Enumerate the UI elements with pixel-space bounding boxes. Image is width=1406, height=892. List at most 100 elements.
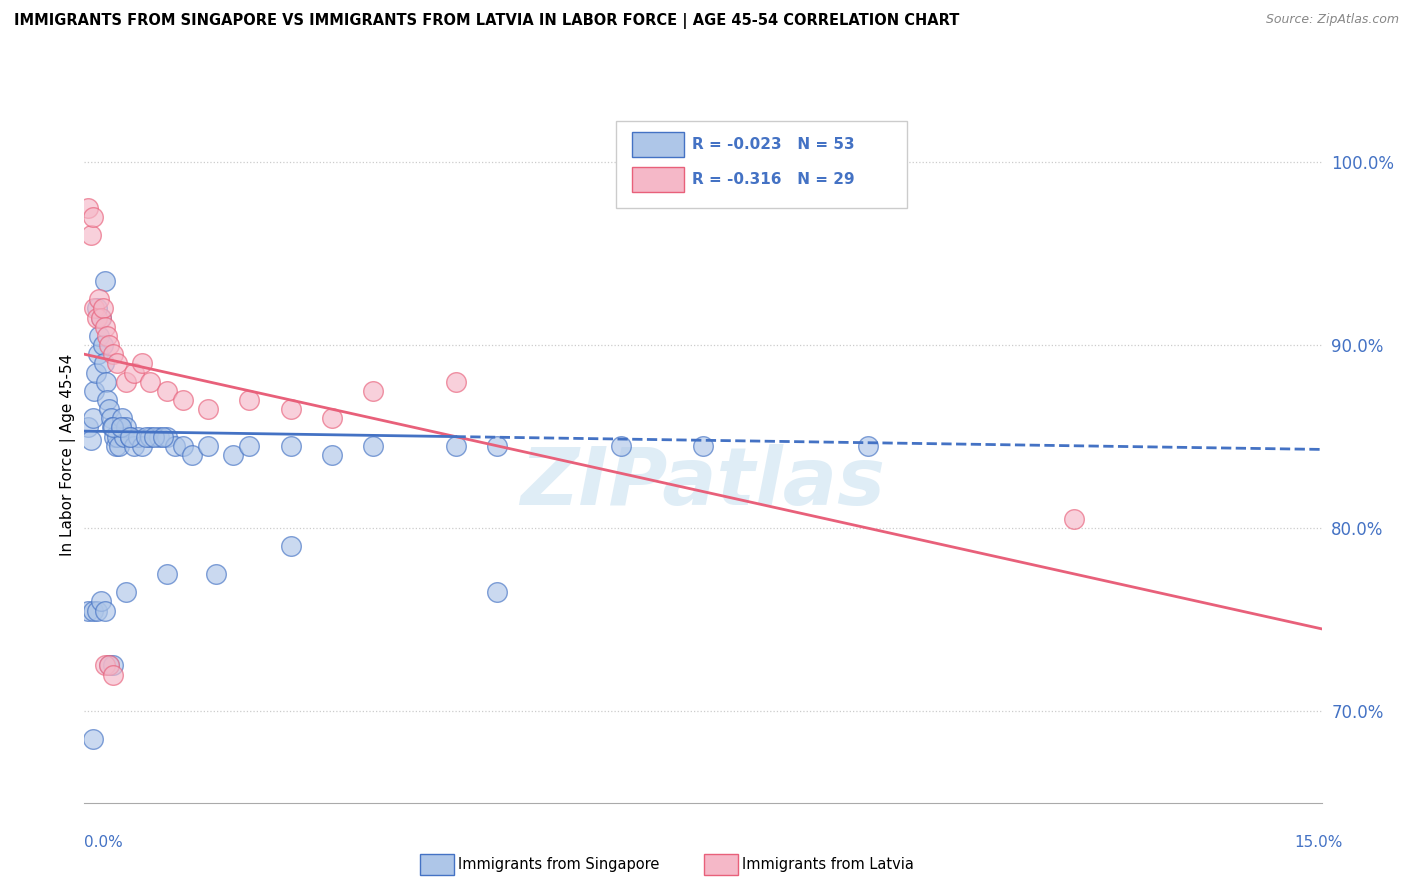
Point — [114, 375, 136, 389]
Point — [485, 585, 508, 599]
Point — [98, 658, 121, 673]
Point — [103, 667, 125, 681]
Point — [361, 439, 384, 453]
Point — [84, 366, 107, 380]
FancyBboxPatch shape — [633, 167, 685, 192]
Point — [94, 274, 117, 288]
Point — [82, 603, 104, 617]
Point — [101, 420, 124, 434]
Text: Immigrants from Singapore: Immigrants from Singapore — [458, 857, 659, 871]
Point — [111, 411, 134, 425]
Point — [444, 375, 467, 389]
Point — [80, 228, 103, 243]
Point — [89, 329, 111, 343]
Point — [86, 301, 108, 316]
Point — [280, 439, 302, 453]
Text: R = -0.316   N = 29: R = -0.316 N = 29 — [692, 172, 855, 187]
Point — [156, 384, 179, 398]
Point — [131, 439, 153, 453]
Point — [321, 411, 343, 425]
Point — [280, 402, 302, 417]
Text: 15.0%: 15.0% — [1295, 836, 1343, 850]
Point — [172, 439, 194, 453]
Point — [197, 439, 219, 453]
Point — [77, 420, 100, 434]
FancyBboxPatch shape — [633, 132, 685, 157]
Point — [143, 429, 166, 443]
Point — [83, 384, 105, 398]
Point — [91, 301, 114, 316]
Point — [94, 603, 117, 617]
Point — [86, 310, 108, 325]
Point — [98, 658, 121, 673]
Point — [94, 658, 117, 673]
Point — [238, 392, 260, 407]
Point — [89, 293, 111, 307]
Point — [148, 429, 170, 443]
Point — [152, 429, 174, 443]
Point — [118, 429, 141, 443]
Point — [112, 429, 135, 443]
Point — [82, 731, 104, 746]
Point — [131, 356, 153, 370]
Point — [444, 439, 467, 453]
Point — [90, 594, 112, 608]
Point — [609, 439, 631, 453]
Point — [103, 420, 125, 434]
Text: 0.0%: 0.0% — [84, 836, 124, 850]
Point — [122, 366, 145, 380]
Text: Immigrants from Latvia: Immigrants from Latvia — [742, 857, 914, 871]
Point — [139, 375, 162, 389]
Point — [856, 439, 879, 453]
Point — [94, 375, 117, 389]
Point — [90, 310, 112, 325]
Point — [1063, 512, 1085, 526]
Point — [114, 585, 136, 599]
Text: R = -0.023   N = 53: R = -0.023 N = 53 — [692, 137, 855, 153]
Point — [165, 439, 187, 453]
Point — [98, 402, 121, 417]
Point — [222, 448, 245, 462]
Point — [105, 429, 128, 443]
Point — [110, 420, 132, 434]
Point — [105, 823, 128, 838]
Point — [98, 338, 121, 352]
Point — [180, 448, 202, 462]
Point — [105, 356, 128, 370]
Point — [96, 329, 118, 343]
Point — [122, 439, 145, 453]
Point — [82, 411, 104, 425]
Point — [205, 566, 228, 581]
Point — [82, 210, 104, 224]
Point — [280, 540, 302, 554]
Point — [103, 658, 125, 673]
Point — [156, 429, 179, 443]
Point — [104, 439, 127, 453]
Point — [90, 310, 112, 325]
Point — [197, 402, 219, 417]
Point — [86, 603, 108, 617]
Point — [91, 338, 114, 352]
Text: Source: ZipAtlas.com: Source: ZipAtlas.com — [1265, 13, 1399, 27]
Point — [77, 201, 100, 215]
Point — [127, 429, 149, 443]
Point — [361, 384, 384, 398]
Point — [485, 439, 508, 453]
Text: IMMIGRANTS FROM SINGAPORE VS IMMIGRANTS FROM LATVIA IN LABOR FORCE | AGE 45-54 C: IMMIGRANTS FROM SINGAPORE VS IMMIGRANTS … — [14, 13, 959, 29]
Point — [86, 347, 108, 361]
Y-axis label: In Labor Force | Age 45-54: In Labor Force | Age 45-54 — [60, 354, 76, 556]
Point — [172, 392, 194, 407]
Point — [80, 434, 103, 448]
Point — [77, 603, 100, 617]
Point — [94, 319, 117, 334]
Point — [108, 439, 131, 453]
Point — [114, 823, 136, 838]
Point — [321, 448, 343, 462]
Point — [110, 420, 132, 434]
Text: ZIPatlas: ZIPatlas — [520, 443, 886, 522]
Point — [103, 429, 125, 443]
Point — [692, 439, 714, 453]
Point — [103, 347, 125, 361]
Point — [238, 439, 260, 453]
Point — [156, 566, 179, 581]
